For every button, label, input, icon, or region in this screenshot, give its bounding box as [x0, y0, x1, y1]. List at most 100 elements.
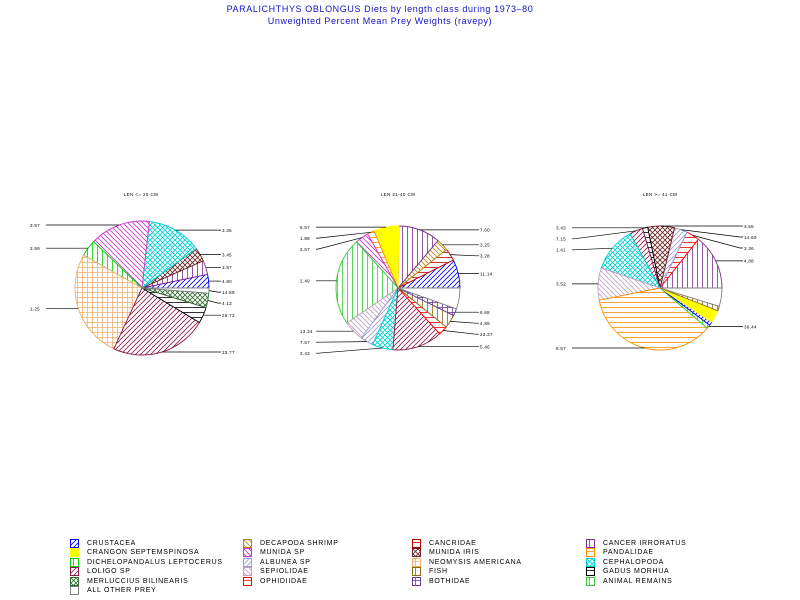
slice-value-label: 3.52	[556, 282, 566, 287]
chart-title-block: PARALICHTHYS OBLONGUS Diets by length cl…	[0, 3, 760, 27]
legend-item-cancridae: CANCRIDAE	[412, 538, 477, 548]
legend-swatch	[70, 557, 79, 567]
leader-line	[316, 347, 383, 354]
slice-value-label: 23.77	[222, 350, 235, 355]
leader-line	[316, 231, 371, 239]
slice-value-label: 3.36	[744, 246, 754, 251]
slice-value-label: 1.88	[300, 236, 310, 241]
leader-line	[443, 330, 479, 335]
legend-swatch	[412, 548, 421, 557]
slice-value-label: 13.34	[300, 329, 313, 334]
slice-value-label: 3.28	[480, 254, 490, 259]
slice-value-label: 7.15	[556, 237, 566, 242]
pie-title: LEN <= 20 CM	[124, 192, 159, 197]
legend-label: MUNIDA IRIS	[429, 549, 480, 556]
leader-line	[316, 341, 367, 343]
legend-swatch	[70, 567, 79, 576]
pie-title: LEN 21-40 CM	[381, 192, 416, 197]
legend-item-ophidiidae: OPHIDIIDAE	[243, 576, 307, 586]
pie-chart-small: LEN <= 20 CM 3.35 3.45 3.57 4.80 14.89 4.13 26.…	[30, 192, 235, 356]
legend-item-gadus-morhua: GADUS MORHUA	[586, 567, 669, 577]
legend-label: NEOMYSIS AMERICANA	[429, 558, 522, 566]
slice-value-label: 36.44	[744, 324, 757, 329]
slice-value-label: 11.14	[480, 271, 493, 276]
legend-item-munida-iris: MUNIDA IRIS	[412, 548, 479, 558]
legend-swatch	[243, 567, 252, 576]
legend-swatch	[586, 557, 595, 567]
slice-value-label: 2.49	[300, 279, 310, 284]
slice-value-label: 4.88	[744, 259, 754, 264]
legend-item-pandalidae: PANDALIDAE	[586, 548, 654, 558]
legend-label: BOTHIDAE	[429, 577, 471, 585]
legend-item-crustacea: CRUSTACEA	[70, 538, 136, 548]
legend-label: OPHIDIIDAE	[260, 577, 308, 585]
pie-slice-neomysis-americana	[74, 254, 143, 350]
legend-label: PANDALIDAE	[603, 549, 654, 556]
legend-label: ALBUNEA SP	[260, 558, 311, 566]
slice-value-label: 8.57	[556, 346, 566, 351]
chart-subtitle: Unweighted Percent Mean Prey Weights (ra…	[267, 16, 493, 26]
legend-swatch	[412, 567, 421, 576]
legend-swatch	[243, 576, 252, 586]
legend-swatch	[586, 567, 595, 576]
pie-slice-munida-sp	[92, 220, 150, 289]
slice-value-label: 7.60	[480, 228, 490, 233]
leader-line	[692, 235, 743, 249]
legend-item-fish: FISH	[412, 567, 448, 577]
leader-line	[572, 247, 613, 251]
legend-item-crangon-septemspinosa: CRANGON SEPTEMSPINOSA	[70, 548, 199, 558]
legend-item-all-other-prey: ALL OTHER PREY	[70, 586, 156, 596]
legend-item-cancer-irroratus: CANCER IRRORATUS	[586, 538, 686, 548]
pie-slice-animal-remains	[335, 241, 399, 324]
legend-label: MERLUCCIUS BILINEARIS	[87, 577, 189, 585]
legend-item-neomysis-americana: NEOMYSIS AMERICANA	[412, 557, 522, 567]
legend-label: CRANGON SEPTEMSPINOSA	[87, 549, 200, 556]
slice-value-label: 14.89	[222, 290, 235, 295]
pie-chart-large: LEN >= 41 CM 3.55 14.69 3.36 4.88 36.44 3.43 7.…	[556, 192, 757, 351]
pie-slice-all-other-prey	[141, 287, 210, 294]
slice-value-label: 3.43	[300, 351, 310, 356]
legend-swatch	[243, 557, 252, 567]
legend-swatch	[412, 538, 421, 548]
slice-value-label: 1.25	[30, 306, 40, 311]
slice-value-label: 7.57	[300, 340, 310, 345]
legend-swatch	[70, 548, 79, 557]
legend-swatch	[586, 576, 595, 586]
legend-swatch	[70, 538, 79, 548]
legend-label: MUNIDA SP	[260, 549, 305, 556]
pie-slice-all-other-prey	[659, 287, 723, 307]
leader-line	[207, 300, 221, 304]
slice-value-label: 6.57	[300, 225, 310, 230]
slice-value-label: 23.37	[480, 332, 493, 337]
legend-item-cephalopoda: CEPHALOPODA	[586, 557, 664, 567]
pie-slice-loligo-sp	[113, 287, 201, 356]
slice-value-label: 4.13	[222, 301, 232, 306]
legend-label: LOLIGO SP	[87, 568, 131, 575]
legend-item-sepiolidae: SEPIOLIDAE	[243, 567, 309, 577]
legend-item-albunea-sp: ALBUNEA SP	[243, 557, 311, 567]
chart-title: PARALICHTHYS OBLONGUS Diets by length cl…	[226, 4, 534, 14]
legend-item-loligo-sp: LOLIGO SP	[70, 567, 131, 577]
legend-item-bothidae: BOTHIDAE	[412, 576, 470, 586]
slice-value-label: 3.45	[222, 252, 232, 257]
legend-label: ALL OTHER PREY	[87, 587, 157, 594]
legend-item-munida-sp: MUNIDA SP	[243, 548, 305, 558]
slice-value-label: 26.73	[222, 313, 235, 318]
legend-label: ANIMAL REMAINS	[603, 577, 673, 585]
slice-value-label: 3.35	[222, 228, 232, 233]
pie-slice-cancer-irroratus	[659, 238, 723, 289]
leader-line	[572, 230, 637, 240]
pie-chart-medium: LEN 21-40 CM 7.60 3.25 3.28 11.14 6.68 4.88 23.…	[300, 192, 493, 356]
legend-swatch	[70, 576, 79, 586]
legend-label: DECAPODA SHRIMP	[260, 539, 339, 547]
leader-line	[450, 321, 479, 324]
slice-value-label: 3.25	[480, 243, 490, 248]
legend-label: SEPIOLIDAE	[260, 568, 309, 575]
legend-swatch	[243, 538, 252, 548]
legend-label: CANCER IRRORATUS	[603, 539, 687, 547]
slice-value-label: 3.55	[744, 224, 754, 229]
legend-swatch	[70, 586, 79, 595]
leader-line	[450, 254, 479, 257]
slice-value-label: 4.80	[222, 279, 232, 284]
